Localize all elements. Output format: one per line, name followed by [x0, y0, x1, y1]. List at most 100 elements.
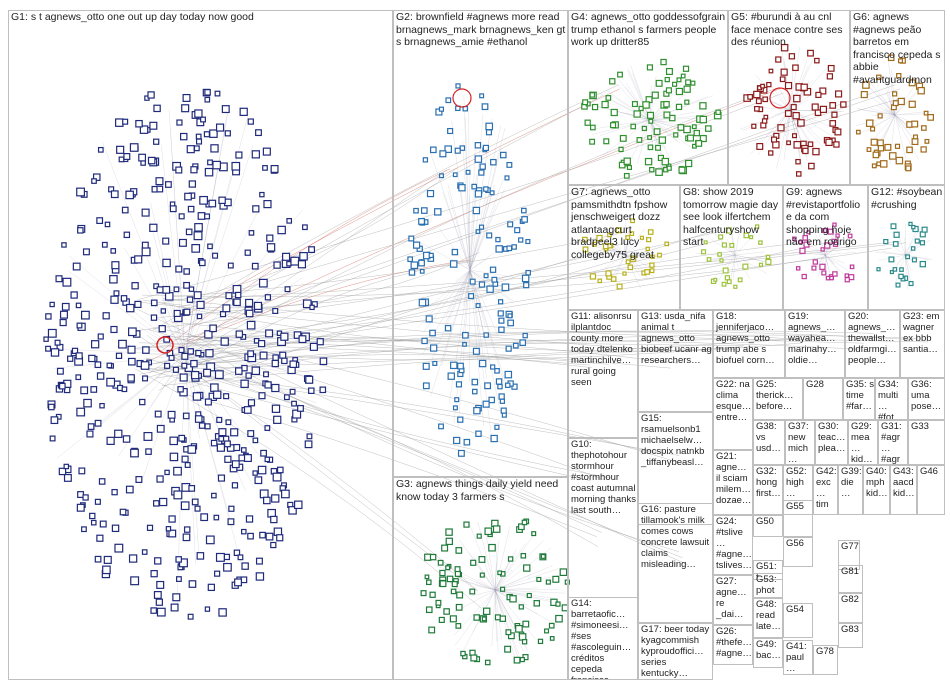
graph-node[interactable] [183, 268, 190, 275]
graph-node[interactable] [802, 147, 809, 155]
graph-node[interactable] [438, 106, 445, 112]
graph-node[interactable] [788, 53, 796, 60]
graph-node[interactable] [297, 260, 307, 269]
graph-node[interactable] [286, 218, 293, 224]
group-box-g55[interactable]: G55 [783, 500, 813, 537]
graph-node[interactable] [627, 264, 634, 271]
graph-node[interactable] [198, 422, 206, 429]
graph-node[interactable] [283, 394, 290, 401]
graph-node[interactable] [779, 76, 786, 83]
graph-node[interactable] [548, 622, 555, 629]
graph-node[interactable] [235, 151, 243, 159]
graph-node[interactable] [264, 381, 272, 389]
group-box-g5[interactable]: G5: #burundi à au cnl face menace contre… [728, 10, 850, 185]
group-box-g81[interactable]: G81 [838, 565, 863, 593]
graph-node[interactable] [623, 157, 631, 165]
graph-node[interactable] [501, 412, 507, 418]
graph-node[interactable] [607, 243, 613, 249]
graph-node[interactable] [455, 83, 461, 89]
graph-node[interactable] [194, 505, 201, 512]
graph-node[interactable] [559, 568, 568, 577]
graph-node[interactable] [552, 575, 560, 583]
graph-node[interactable] [892, 100, 899, 107]
graph-node[interactable] [272, 307, 279, 314]
graph-node[interactable] [483, 186, 489, 192]
graph-node[interactable] [121, 386, 128, 393]
group-box-g17[interactable]: G17: beer today kyagcommish kyproudoffic… [638, 623, 713, 680]
graph-node[interactable] [675, 87, 684, 96]
graph-node[interactable] [193, 231, 203, 241]
graph-node[interactable] [798, 240, 803, 245]
graph-node[interactable] [490, 364, 496, 370]
graph-node[interactable] [499, 398, 506, 404]
graph-node[interactable] [870, 138, 878, 146]
graph-node[interactable] [204, 89, 211, 96]
graph-node[interactable] [491, 276, 498, 283]
graph-node[interactable] [589, 92, 596, 98]
graph-node[interactable] [452, 405, 458, 411]
graph-node[interactable] [80, 386, 89, 395]
graph-node[interactable] [217, 474, 226, 482]
group-box-g2[interactable]: G2: brownfield #agnews more read brnagne… [393, 10, 568, 477]
graph-node[interactable] [227, 262, 234, 269]
graph-node[interactable] [471, 183, 478, 190]
graph-node[interactable] [495, 236, 501, 243]
graph-node[interactable] [119, 508, 127, 516]
group-box-g4[interactable]: G4: agnews_otto goddessofgrain trump eth… [568, 10, 728, 185]
graph-node[interactable] [218, 428, 227, 437]
graph-node[interactable] [675, 103, 683, 111]
graph-node[interactable] [304, 440, 313, 449]
graph-node[interactable] [684, 99, 690, 105]
graph-node[interactable] [245, 372, 252, 379]
graph-node[interactable] [906, 146, 913, 154]
graph-node[interactable] [644, 157, 653, 166]
graph-node[interactable] [800, 83, 808, 91]
graph-node[interactable] [155, 177, 164, 186]
graph-node[interactable] [768, 150, 774, 156]
graph-node[interactable] [231, 161, 241, 171]
graph-node[interactable] [887, 54, 895, 62]
graph-node[interactable] [116, 145, 125, 154]
graph-node[interactable] [665, 87, 672, 94]
graph-node[interactable] [150, 607, 157, 614]
graph-node[interactable] [630, 123, 637, 130]
graph-node[interactable] [130, 448, 139, 458]
group-box-g30[interactable]: G30: teac… plea… [815, 420, 848, 465]
graph-node[interactable] [94, 555, 102, 563]
graph-node[interactable] [153, 283, 160, 290]
graph-node[interactable] [309, 342, 318, 351]
graph-node[interactable] [454, 147, 461, 154]
graph-node[interactable] [265, 532, 274, 541]
graph-node[interactable] [537, 638, 544, 645]
graph-node[interactable] [879, 160, 888, 168]
graph-node[interactable] [449, 615, 457, 623]
graph-node[interactable] [449, 260, 458, 268]
graph-node[interactable] [469, 588, 476, 595]
graph-node[interactable] [271, 383, 280, 393]
graph-node[interactable] [130, 576, 140, 586]
graph-node[interactable] [488, 543, 496, 552]
graph-node[interactable] [597, 278, 603, 284]
graph-node[interactable] [463, 521, 470, 528]
graph-node[interactable] [262, 165, 268, 171]
graph-node[interactable] [245, 298, 254, 307]
graph-node[interactable] [820, 247, 825, 252]
graph-node[interactable] [129, 143, 139, 152]
graph-node[interactable] [435, 599, 442, 606]
graph-node[interactable] [97, 146, 104, 153]
graph-node[interactable] [910, 246, 916, 251]
graph-node[interactable] [623, 172, 630, 179]
graph-node[interactable] [680, 73, 686, 79]
graph-node[interactable] [793, 140, 802, 149]
graph-node[interactable] [88, 354, 96, 363]
graph-node[interactable] [237, 554, 244, 561]
graph-node[interactable] [178, 238, 187, 247]
graph-node[interactable] [127, 345, 136, 354]
graph-node[interactable] [233, 298, 241, 307]
graph-node[interactable] [721, 281, 727, 287]
graph-node[interactable] [441, 544, 449, 552]
graph-node[interactable] [914, 238, 920, 244]
graph-node[interactable] [271, 494, 280, 503]
graph-node[interactable] [519, 656, 525, 663]
graph-node[interactable] [227, 518, 235, 526]
